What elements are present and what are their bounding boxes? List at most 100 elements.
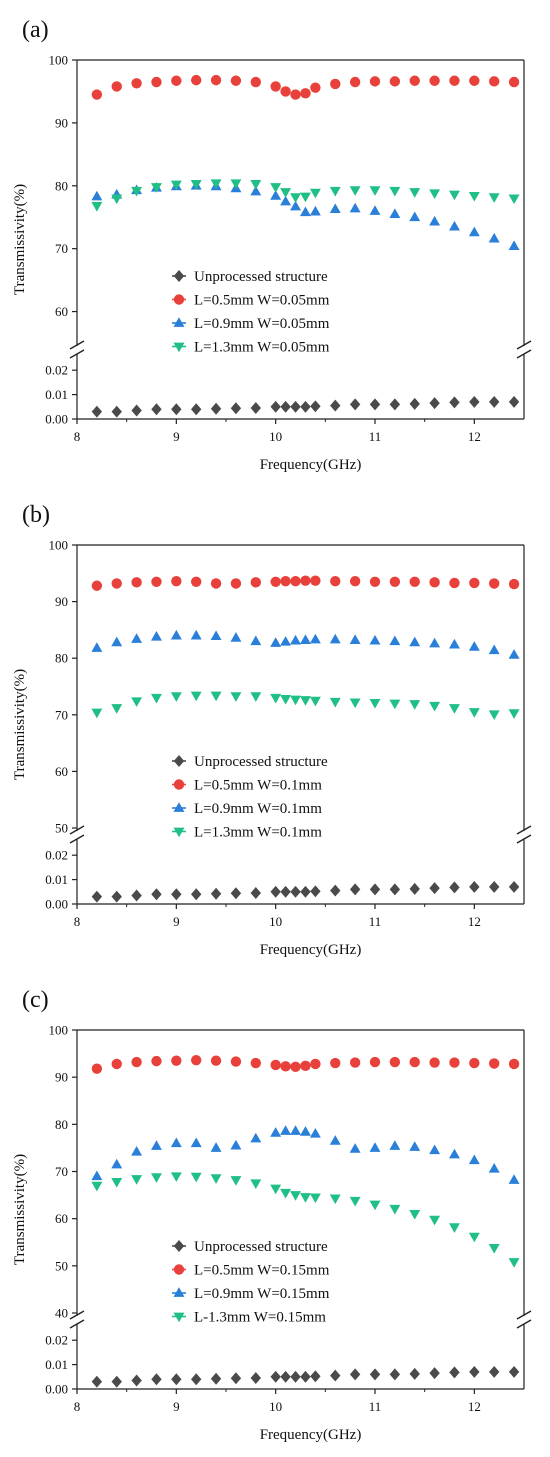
- data-point: [508, 395, 520, 408]
- data-point: [369, 1368, 381, 1381]
- data-point: [270, 190, 282, 200]
- data-point: [190, 629, 202, 640]
- series-triangle-up: [91, 1125, 520, 1184]
- data-point: [369, 1142, 381, 1152]
- data-point: [409, 1210, 421, 1220]
- data-point: [210, 691, 222, 702]
- data-point: [469, 1365, 480, 1378]
- y-tick-label: 80: [55, 651, 68, 666]
- data-point: [449, 396, 460, 409]
- data-point: [190, 179, 202, 190]
- data-point: [111, 636, 123, 647]
- series-diamond: [91, 1365, 520, 1388]
- data-point: [270, 183, 282, 193]
- x-tick-label: 8: [74, 1399, 81, 1414]
- data-point: [389, 699, 401, 710]
- data-point: [488, 710, 500, 720]
- data-point: [508, 1174, 520, 1184]
- y-axis-title: Transmissivity(%): [12, 1154, 28, 1265]
- data-point: [210, 630, 222, 641]
- data-point: [409, 576, 420, 587]
- data-point: [191, 1373, 202, 1386]
- legend-symbol: [173, 317, 185, 327]
- data-point: [270, 1370, 281, 1383]
- data-point: [309, 1193, 321, 1204]
- data-point: [270, 693, 282, 704]
- data-point: [91, 1170, 103, 1181]
- data-point: [369, 76, 381, 87]
- y-tick-label: 100: [49, 538, 69, 553]
- data-point: [170, 1172, 182, 1182]
- y-tick-label: 90: [55, 594, 68, 609]
- data-point: [300, 88, 311, 99]
- axis-break-left: [69, 825, 85, 844]
- legend-label: L=0.9mm W=0.05mm: [194, 316, 330, 332]
- data-point: [250, 1057, 261, 1069]
- x-tick-label: 10: [269, 429, 282, 444]
- data-point: [349, 76, 361, 88]
- data-point: [250, 692, 262, 702]
- data-point: [389, 883, 401, 896]
- y-tick-label: 0.01: [45, 872, 68, 887]
- data-point: [210, 402, 222, 415]
- data-point: [449, 1366, 460, 1379]
- data-point: [210, 887, 222, 900]
- series-triangle-up: [91, 629, 520, 659]
- chart-c: (c) 8 9 10 11 12 40 50 60 70 80 90 100 0.00 0.01 0.02 Fr…: [12, 987, 532, 1443]
- series-triangle-down: [91, 179, 520, 212]
- data-point: [131, 1374, 142, 1387]
- data-point: [449, 881, 460, 894]
- legend-label: L=0.5mm W=0.1mm: [194, 778, 322, 794]
- data-point: [488, 193, 500, 203]
- data-point: [508, 76, 520, 88]
- panel-label: (c): [22, 987, 49, 1013]
- data-point: [111, 1158, 123, 1169]
- data-point: [409, 700, 421, 710]
- data-point: [280, 86, 291, 97]
- data-point: [270, 400, 281, 413]
- y-tick-label: 0.00: [45, 897, 68, 912]
- data-point: [329, 697, 341, 708]
- data-point: [508, 649, 520, 659]
- data-point: [91, 708, 103, 719]
- legend-label: L=1.3mm W=0.05mm: [194, 340, 330, 356]
- data-point: [508, 709, 520, 719]
- data-point: [280, 188, 292, 198]
- data-point: [389, 398, 401, 411]
- data-point: [369, 398, 381, 411]
- data-point: [170, 692, 182, 702]
- data-point: [171, 75, 182, 86]
- data-point: [111, 1375, 122, 1388]
- data-point: [300, 696, 311, 706]
- data-point: [250, 887, 261, 899]
- data-point: [250, 179, 262, 190]
- data-point: [409, 1056, 420, 1068]
- data-point: [131, 404, 142, 417]
- data-point: [111, 194, 123, 205]
- y-tick-label: 50: [55, 1258, 68, 1273]
- data-point: [349, 576, 361, 587]
- data-point: [280, 576, 291, 587]
- data-point: [250, 185, 262, 196]
- data-point: [349, 1143, 361, 1153]
- legend-symbol: [173, 294, 185, 305]
- data-point: [290, 1191, 301, 1201]
- legend-label: L=0.9mm W=0.15mm: [194, 1286, 330, 1302]
- axis-break-left: [69, 340, 85, 359]
- data-point: [349, 883, 361, 896]
- data-point: [468, 708, 480, 718]
- data-point: [329, 633, 341, 644]
- data-point: [131, 697, 143, 707]
- data-point: [389, 208, 401, 218]
- data-point: [389, 76, 401, 87]
- data-point: [489, 76, 500, 87]
- data-point: [91, 202, 103, 212]
- legend-label: Unprocessed structure: [194, 269, 328, 285]
- data-point: [349, 186, 361, 196]
- data-point: [429, 1057, 440, 1068]
- data-point: [290, 634, 301, 645]
- data-point: [210, 1055, 222, 1066]
- y-tick-label: 0.02: [45, 848, 68, 863]
- data-point: [280, 885, 291, 898]
- legend-label: Unprocessed structure: [194, 1239, 328, 1255]
